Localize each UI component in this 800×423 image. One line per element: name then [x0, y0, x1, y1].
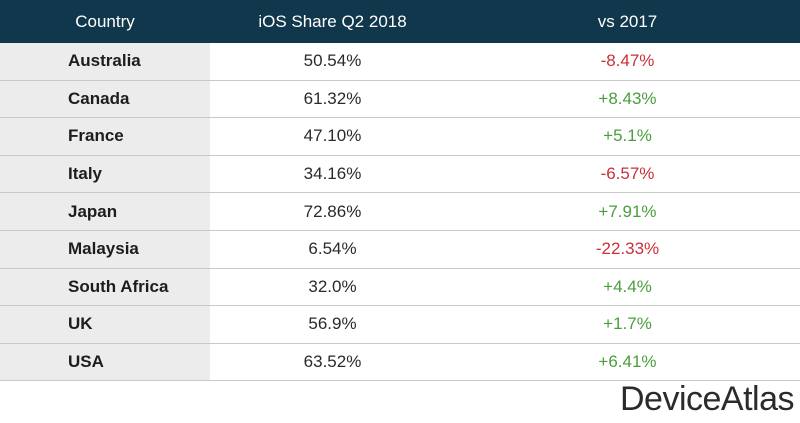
change-vs-2017-cell: +1.7% [603, 314, 652, 334]
ios-share-cell: 47.10% [303, 126, 362, 146]
ios-share-cell: 72.86% [303, 201, 362, 221]
change-vs-2017-cell: +5.1% [603, 126, 652, 146]
change-vs-2017-cell: +4.4% [603, 276, 652, 296]
ios-share-cell: 6.54% [308, 239, 357, 259]
ios-share-cell: 63.52% [303, 352, 362, 372]
table-row: South Africa 32.0% +4.4% [0, 268, 800, 307]
change-vs-2017-cell: +6.41% [598, 352, 657, 372]
table-row: Canada 61.32% +8.43% [0, 80, 800, 119]
country-cell: Japan [0, 193, 210, 230]
country-cell: Italy [0, 155, 210, 193]
table-row: USA 63.52% +6.41% [0, 343, 800, 382]
header-ios-share: iOS Share Q2 2018 [258, 11, 407, 31]
table-row: Japan 72.86% +7.91% [0, 193, 800, 231]
table-row: France 47.10% +5.1% [0, 118, 800, 156]
change-vs-2017-cell: +7.91% [598, 201, 657, 221]
change-vs-2017-cell: +8.43% [598, 88, 657, 108]
country-cell: Malaysia [0, 230, 210, 268]
country-cell: France [0, 118, 210, 155]
table-row: Malaysia 6.54% -22.33% [0, 230, 800, 269]
header-vs-2017: vs 2017 [597, 11, 658, 31]
deviceatlas-logo: DeviceAtlas [619, 380, 795, 418]
table-row: UK 56.9% +1.7% [0, 306, 800, 344]
ios-share-cell: 56.9% [308, 314, 357, 334]
table-header: Country iOS Share Q2 2018 vs 2017 [0, 0, 800, 43]
country-cell: Australia [0, 43, 210, 80]
country-cell: South Africa [0, 268, 210, 306]
header-country: Country [75, 11, 135, 31]
ios-share-cell: 61.32% [303, 88, 362, 108]
ios-share-cell: 50.54% [303, 51, 362, 71]
country-cell: Canada [0, 80, 210, 118]
change-vs-2017-cell: -22.33% [595, 239, 660, 259]
country-cell: USA [0, 343, 210, 381]
ios-share-cell: 32.0% [308, 276, 357, 296]
table-body: Australia 50.54% -8.47% Canada 61.32% +8.43% F… [0, 43, 800, 382]
ios-share-table: Country iOS Share Q2 2018 vs 2017 Austra… [0, 0, 800, 382]
ios-share-cell: 34.16% [303, 164, 362, 184]
table-row: Australia 50.54% -8.47% [0, 43, 800, 81]
country-cell: UK [0, 306, 210, 343]
change-vs-2017-cell: -6.57% [600, 164, 655, 184]
change-vs-2017-cell: -8.47% [600, 51, 655, 71]
table-row: Italy 34.16% -6.57% [0, 155, 800, 194]
